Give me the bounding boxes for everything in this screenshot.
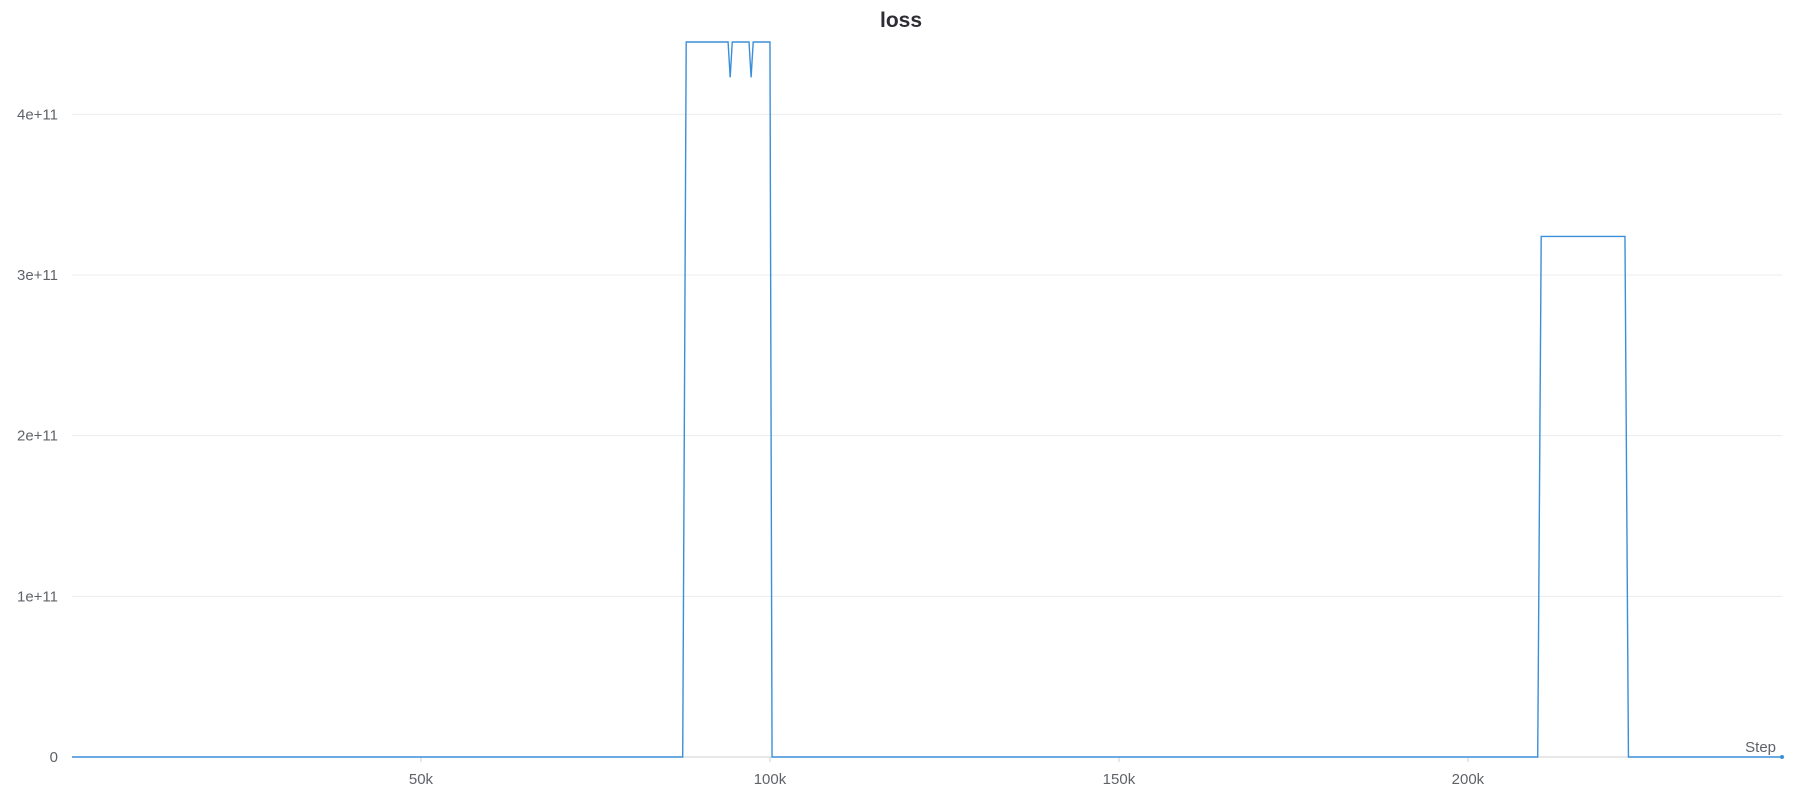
- tick-labels: 0 1e+11 2e+11 3e+11 4e+11 50k 100k 150k 200k: [17, 106, 1485, 788]
- x-tick-label: 100k: [754, 771, 787, 788]
- series-end-point: [1780, 755, 1784, 759]
- axes: [72, 756, 1782, 762]
- grid-lines: [72, 113, 1782, 597]
- x-tick-label: 50k: [409, 771, 434, 788]
- x-axis-label: Step: [1745, 739, 1776, 756]
- x-tick-label: 200k: [1452, 771, 1485, 788]
- y-tick-label: 1e+11: [17, 588, 58, 605]
- chart-title: loss: [880, 9, 922, 32]
- y-tick-label: 3e+11: [17, 267, 58, 284]
- x-tick-label: 150k: [1103, 771, 1136, 788]
- y-tick-label: 0: [50, 749, 58, 766]
- series-line: [72, 41, 1782, 758]
- y-tick-label: 2e+11: [17, 428, 58, 445]
- y-tick-label: 4e+11: [17, 106, 58, 123]
- series-layer: [72, 41, 1784, 759]
